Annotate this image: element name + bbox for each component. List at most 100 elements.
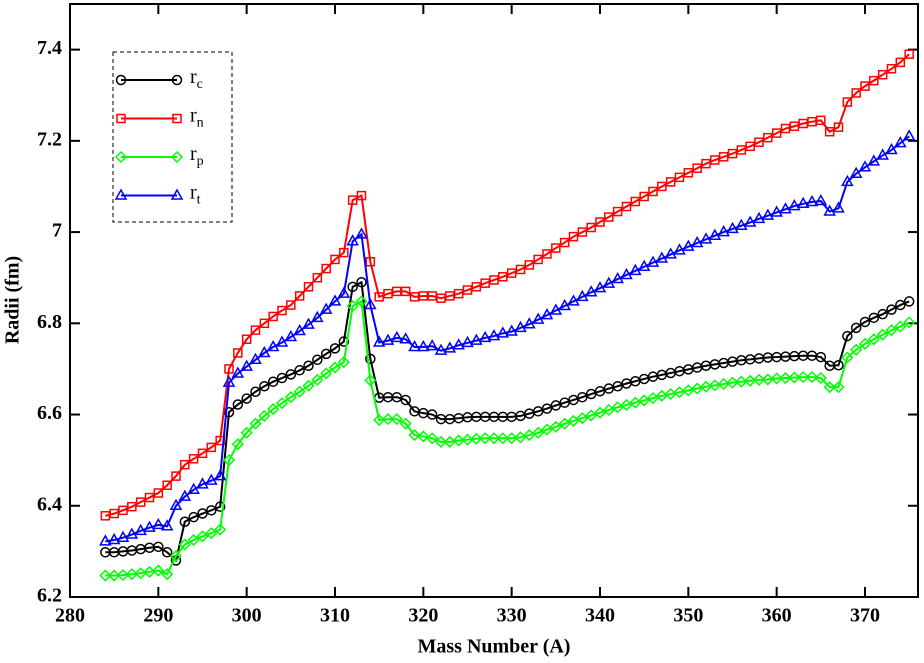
point [894, 136, 907, 148]
point [222, 454, 236, 467]
point [311, 373, 324, 386]
point [531, 312, 545, 324]
point [690, 235, 704, 248]
legend-box [112, 51, 233, 223]
x-tick-label: 320 [408, 605, 438, 627]
point [381, 333, 395, 345]
point [735, 375, 748, 388]
point [604, 212, 614, 222]
point [584, 285, 598, 297]
point [524, 260, 535, 270]
y-tick-label: 6.8 [37, 311, 62, 333]
point [266, 339, 280, 352]
point [330, 254, 340, 265]
point [621, 201, 632, 212]
point [240, 426, 253, 439]
point [585, 409, 598, 422]
point [285, 369, 297, 380]
point [161, 547, 173, 558]
point [648, 186, 658, 197]
point [859, 316, 871, 328]
point [143, 520, 156, 532]
point [743, 215, 757, 227]
point [532, 426, 545, 439]
point [293, 385, 306, 398]
point [408, 429, 421, 442]
point [196, 530, 209, 543]
point [258, 409, 271, 422]
point [443, 341, 457, 353]
point [498, 272, 508, 282]
point [293, 324, 306, 336]
point [321, 263, 331, 274]
point [514, 431, 527, 444]
point [798, 118, 808, 129]
point [161, 568, 174, 581]
point [549, 303, 563, 315]
point [319, 302, 333, 314]
point [206, 505, 217, 516]
point [118, 505, 128, 516]
point [577, 391, 588, 403]
point [470, 432, 483, 445]
point [400, 286, 411, 297]
point [355, 295, 368, 308]
point [249, 352, 262, 365]
point [259, 381, 270, 392]
point [487, 432, 501, 445]
point [540, 308, 554, 320]
point [125, 568, 138, 581]
legend-marker [170, 150, 184, 164]
point [736, 145, 747, 155]
point [496, 326, 510, 338]
point [850, 322, 862, 334]
legend-label-sub: c [197, 77, 203, 92]
point [876, 148, 889, 160]
plot-frame [69, 3, 919, 598]
point [222, 375, 236, 387]
point [788, 199, 801, 211]
point [577, 227, 588, 237]
point [303, 282, 314, 292]
point [372, 335, 386, 347]
point [347, 281, 358, 293]
point [169, 549, 183, 563]
point [851, 88, 861, 98]
point [683, 168, 694, 178]
point [188, 454, 199, 464]
point [107, 532, 121, 545]
point [849, 166, 863, 178]
point [268, 311, 278, 322]
point [805, 194, 819, 207]
point [779, 371, 792, 385]
point [427, 291, 437, 301]
point [286, 300, 296, 310]
point [796, 196, 810, 209]
point [320, 367, 333, 380]
point [655, 251, 669, 263]
point [249, 417, 262, 430]
point [426, 432, 439, 445]
point [400, 394, 411, 406]
point [558, 298, 571, 311]
point [904, 49, 914, 59]
legend-label-main: r [190, 104, 197, 126]
x-tick-label: 300 [232, 605, 262, 627]
legend-marker [114, 150, 128, 164]
point [284, 329, 298, 342]
point [744, 374, 757, 387]
point [823, 204, 836, 216]
legend-label-main: r [190, 181, 197, 203]
point [337, 356, 350, 369]
point [886, 304, 897, 315]
point [390, 413, 403, 426]
point [867, 333, 880, 346]
point [213, 469, 227, 481]
point [125, 527, 139, 539]
point [241, 334, 252, 345]
point [364, 374, 377, 387]
point [347, 195, 358, 205]
point [267, 376, 279, 387]
x-tick-label: 280 [55, 605, 85, 627]
